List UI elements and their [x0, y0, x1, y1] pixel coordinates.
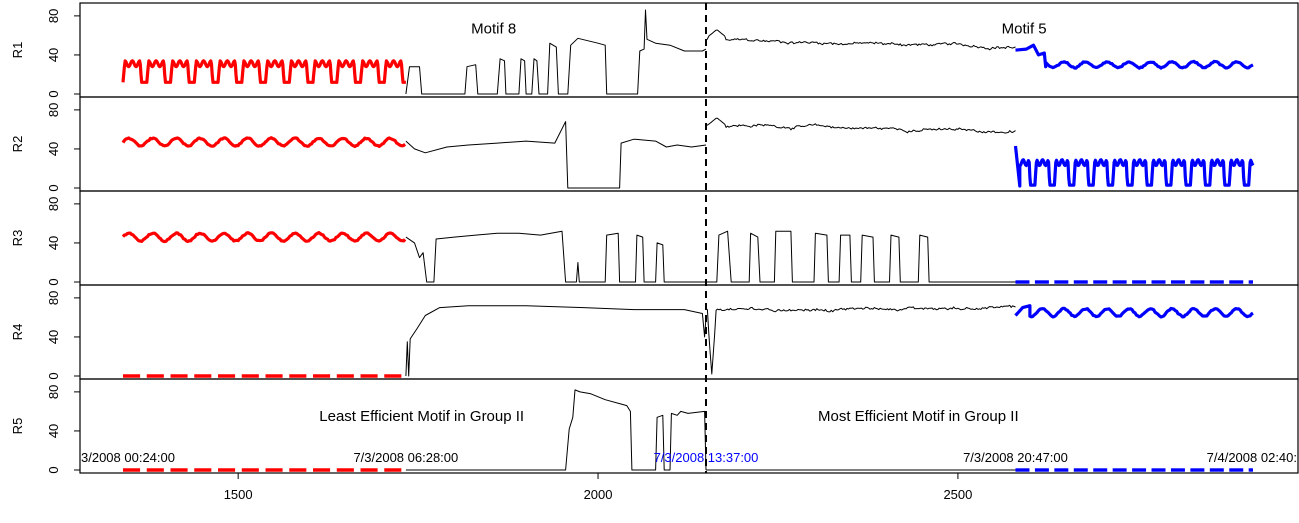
x-tick-label: 2000 [584, 487, 613, 502]
series-context [405, 230, 706, 283]
series-context [705, 304, 1016, 375]
panel-r4: R4 0 40 80 [10, 284, 1299, 380]
x-tick-label: 2500 [943, 487, 972, 502]
y-tick-label: 0 [46, 184, 61, 191]
panel-r3: R3 0 40 80 [10, 190, 1299, 286]
series-context [405, 305, 707, 377]
y-tick-label: 0 [46, 90, 61, 97]
panel-name-r1: R1 [10, 42, 25, 59]
y-tick-label: 40 [46, 330, 61, 344]
timestamp-label: 7/3/2008 06:28:00 [353, 450, 458, 465]
y-tick-label: 40 [46, 142, 61, 156]
y-tick-label: 0 [46, 372, 61, 379]
timestamp-label: 7/4/2008 02:40: [1207, 450, 1297, 465]
series-motif-b [1015, 43, 1254, 70]
series-context [706, 230, 1016, 283]
y-tick-label: 40 [46, 236, 61, 250]
series-motif-b [1013, 145, 1255, 188]
panel-r5: R5 0 40 80 Least Efficient Motif in Group II… [10, 378, 1299, 502]
timestamp-label: 3/2008 00:24:00 [81, 450, 175, 465]
series-context [705, 29, 1016, 51]
series-motif-a [121, 136, 407, 149]
series-motif-b [1014, 304, 1254, 319]
series-context [705, 117, 1016, 134]
panel-r1: R1 0 40 80 Motif 8 Motif 5 [10, 2, 1299, 98]
y-tick-label: 40 [46, 424, 61, 438]
y-tick-label: 0 [46, 278, 61, 285]
timestamp-label: 7/3/2008 20:47:00 [963, 450, 1068, 465]
panel-name-r3: R3 [10, 230, 25, 247]
panel-frame [79, 284, 1299, 380]
timestamp-label: 7/3/2008 13:37:00 [654, 450, 759, 465]
y-tick-label: 80 [46, 385, 61, 399]
annotation: Most Efficient Motif in Group II [818, 408, 1019, 425]
annotation: Motif 5 [1002, 20, 1047, 37]
y-tick-label: 80 [46, 197, 61, 211]
y-tick-label: 80 [46, 9, 61, 23]
panel-r2: R2 0 40 80 [10, 96, 1299, 192]
y-tick-label: 40 [46, 48, 61, 62]
panel-name-r5: R5 [10, 418, 25, 435]
annotation: Least Efficient Motif in Group II [319, 408, 524, 425]
x-tick-label: 1500 [224, 487, 253, 502]
panel-name-r4: R4 [10, 324, 25, 341]
annotation: Motif 8 [471, 20, 516, 37]
y-tick-label: 80 [46, 103, 61, 117]
y-tick-label: 80 [46, 291, 61, 305]
panel-frame [79, 378, 1299, 474]
series-context [405, 9, 707, 95]
series-context [405, 389, 707, 471]
series-motif-a [121, 231, 407, 244]
y-tick-label: 0 [46, 466, 61, 473]
series-motif-a [121, 59, 407, 84]
panel-name-r2: R2 [10, 136, 25, 153]
series-context [405, 121, 707, 189]
